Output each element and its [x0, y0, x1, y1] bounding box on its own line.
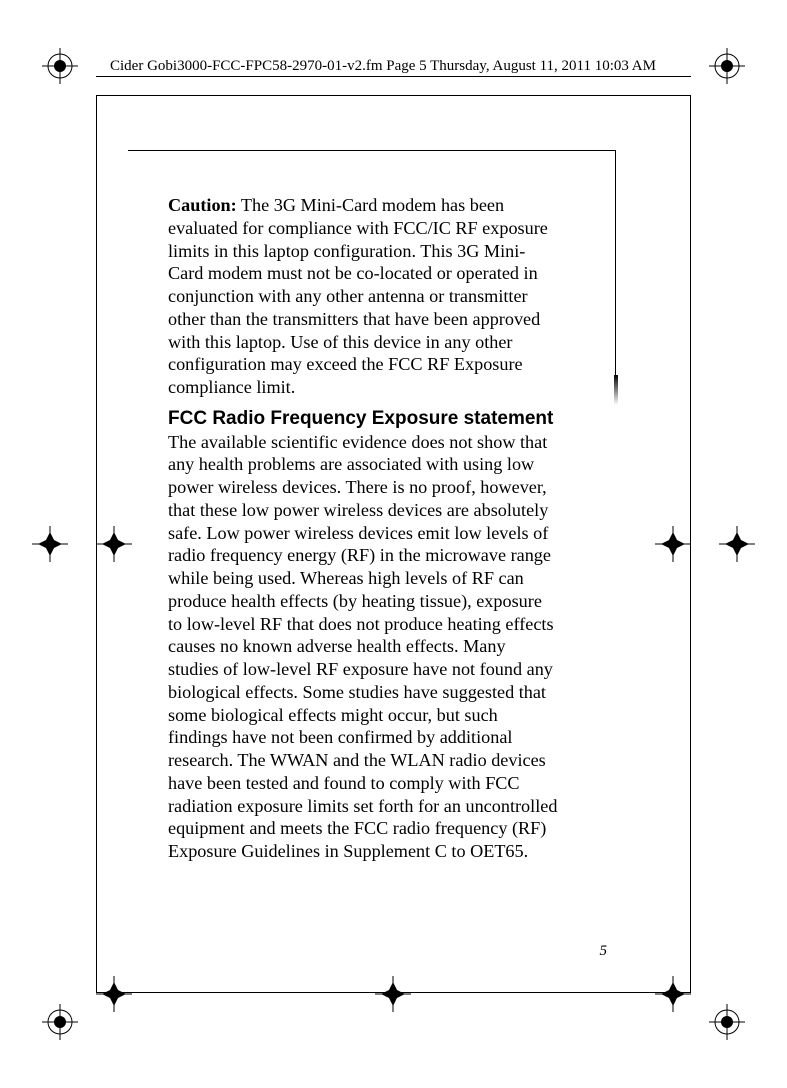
crop-mark-icon: [32, 526, 68, 562]
frame-line: [96, 95, 691, 96]
reg-mark-icon: [42, 1004, 78, 1040]
crop-mark-icon: [96, 526, 132, 562]
frame-line: [96, 95, 97, 993]
crop-mark-icon: [375, 976, 411, 1012]
frame-line: [690, 95, 691, 993]
body-text: Caution: The 3G Mini-Card modem has been…: [168, 194, 560, 869]
header-text: Cider Gobi3000-FCC-FPC58-2970-01-v2.fm P…: [110, 58, 747, 75]
caution-label: Caution:: [168, 195, 237, 215]
crop-mark-icon: [655, 526, 691, 562]
crop-mark-icon: [96, 976, 132, 1012]
section-body: The available scientific evidence does n…: [168, 431, 560, 863]
section-heading: FCC Radio Frequency Exposure statement: [168, 407, 560, 431]
page-number: 5: [600, 943, 608, 960]
header-rule: [96, 76, 691, 77]
crop-mark-icon: [655, 976, 691, 1012]
reg-mark-icon: [709, 1004, 745, 1040]
crop-mark-icon: [719, 526, 755, 562]
caution-text: The 3G Mini-Card modem has been evaluate…: [168, 195, 548, 397]
reg-mark-icon: [42, 48, 78, 84]
frame-line: [96, 992, 691, 993]
